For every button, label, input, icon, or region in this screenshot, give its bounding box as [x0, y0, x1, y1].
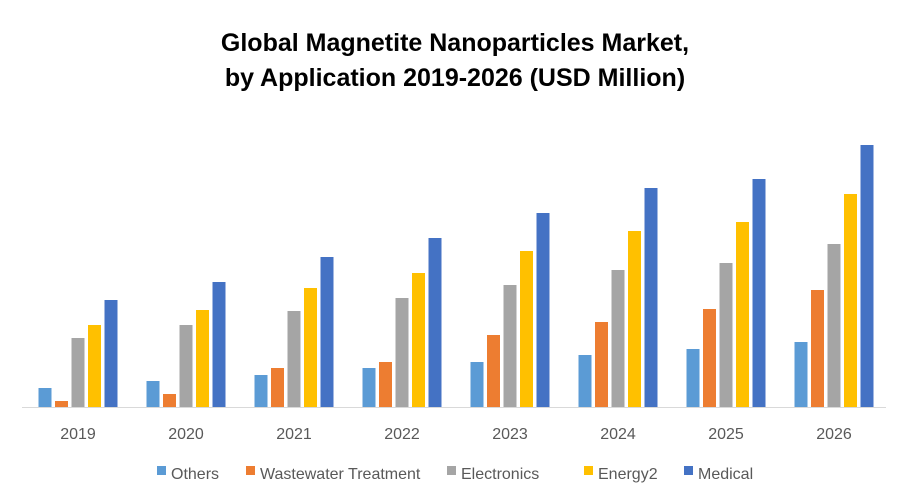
bar-wastewater-treatment-2025 — [703, 309, 716, 407]
bar-others-2022 — [362, 368, 376, 407]
bar-medical-2019 — [104, 300, 118, 407]
bar-wastewater-treatment-2026 — [811, 290, 824, 407]
bar-others-2021 — [254, 375, 268, 407]
bar-electronics-2026 — [827, 244, 841, 407]
legend-swatch-3 — [584, 466, 593, 475]
bar-medical-2025 — [752, 179, 766, 407]
chart-title-line-1: Global Magnetite Nanoparticles Market, — [220, 29, 690, 57]
x-tick-label: 2024 — [600, 426, 636, 443]
bar-others-2019 — [38, 388, 52, 407]
bar-medical-2020 — [212, 282, 226, 407]
legend-swatch-2 — [447, 466, 456, 475]
bar-electronics-2022 — [395, 298, 409, 407]
bar-energy2-2019 — [88, 325, 101, 407]
bar-others-2020 — [146, 381, 160, 407]
legend-label: Energy2 — [598, 466, 658, 483]
bar-electronics-2024 — [611, 270, 625, 407]
x-tick-label: 2019 — [60, 426, 96, 443]
legend-label: Wastewater Treatment — [260, 466, 421, 483]
bar-electronics-2020 — [179, 325, 193, 407]
bar-medical-2022 — [428, 238, 442, 407]
bar-energy2-2023 — [520, 251, 533, 407]
bar-others-2026 — [794, 342, 808, 407]
legend-label: Medical — [698, 466, 753, 483]
bar-energy2-2024 — [628, 231, 641, 407]
bar-energy2-2026 — [844, 194, 857, 407]
x-tick-label: 2026 — [816, 426, 852, 443]
bar-others-2023 — [470, 362, 484, 407]
bar-electronics-2021 — [287, 311, 301, 407]
bar-others-2024 — [578, 355, 592, 407]
bar-electronics-2023 — [503, 285, 517, 407]
bar-energy2-2025 — [736, 222, 749, 407]
bar-wastewater-treatment-2024 — [595, 322, 608, 407]
bar-wastewater-treatment-2023 — [487, 335, 500, 407]
bar-medical-2023 — [536, 213, 550, 407]
bar-electronics-2019 — [71, 338, 85, 407]
legend-swatch-1 — [246, 466, 255, 475]
bar-wastewater-treatment-2020 — [163, 394, 176, 407]
legend-label: Electronics — [461, 466, 539, 483]
x-tick-label: 2022 — [384, 426, 420, 443]
x-tick-label: 2020 — [168, 426, 204, 443]
bar-medical-2026 — [860, 145, 874, 407]
bar-wastewater-treatment-2019 — [55, 401, 68, 407]
bar-energy2-2022 — [412, 273, 425, 407]
x-tick-label: 2023 — [492, 426, 528, 443]
chart-title: Global Magnetite Nanoparticles Market, b… — [0, 26, 910, 96]
bar-medical-2021 — [320, 257, 334, 407]
bar-others-2025 — [686, 349, 700, 407]
bar-energy2-2021 — [304, 288, 317, 407]
bar-medical-2024 — [644, 188, 658, 407]
bar-wastewater-treatment-2022 — [379, 362, 392, 407]
chart-title-line-2: by Application 2019-2026 (USD Million) — [224, 64, 686, 92]
x-tick-label: 2021 — [276, 426, 312, 443]
x-tick-label: 2025 — [708, 426, 744, 443]
bar-energy2-2020 — [196, 310, 209, 407]
bar-electronics-2025 — [719, 263, 733, 407]
legend-label: Others — [171, 466, 219, 483]
bar-wastewater-treatment-2021 — [271, 368, 284, 407]
legend-swatch-4 — [684, 466, 693, 475]
legend-swatch-0 — [157, 466, 166, 475]
